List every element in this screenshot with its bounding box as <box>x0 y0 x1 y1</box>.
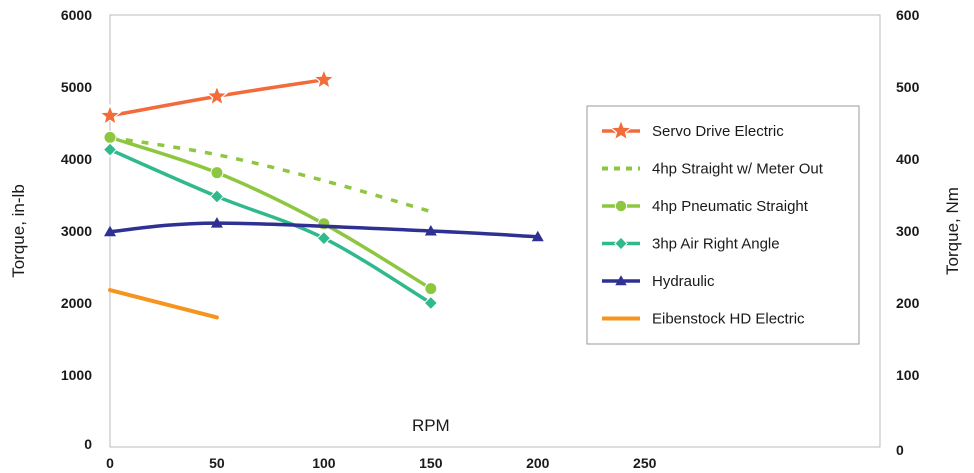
series-line <box>108 135 433 291</box>
y2-tick-label: 100 <box>896 367 920 383</box>
y-tick-label: 0 <box>84 436 92 452</box>
series-3 <box>102 142 439 311</box>
right-y-axis-ticks: 0 100 200 300 400 500 600 <box>896 7 920 458</box>
data-point-triangle <box>424 225 437 236</box>
data-point-star <box>312 67 336 90</box>
y-tick-label: 6000 <box>61 7 92 23</box>
series-1 <box>109 135 432 214</box>
legend-item: Servo Drive Electric <box>602 118 784 142</box>
data-point-triangle <box>104 225 116 237</box>
y-tick-label: 3000 <box>61 223 92 239</box>
series-line <box>108 221 540 239</box>
x-tick-label: 100 <box>312 455 336 471</box>
y2-tick-label: 600 <box>896 7 920 23</box>
data-point-circle <box>210 166 224 180</box>
x-tick-label: 150 <box>419 455 443 471</box>
x-tick-label: 200 <box>526 455 550 471</box>
y2-tick-label: 500 <box>896 79 920 95</box>
legend-label: 3hp Air Right Angle <box>652 236 780 253</box>
legend-label: Servo Drive Electric <box>652 123 784 140</box>
data-point-star <box>205 84 229 107</box>
legend-item: 4hp Pneumatic Straight <box>602 198 809 215</box>
left-y-axis-ticks: 0 1000 2000 3000 4000 5000 6000 <box>61 7 92 452</box>
series-5 <box>108 288 219 320</box>
data-point-circle <box>614 199 628 213</box>
y-tick-label: 4000 <box>61 151 92 167</box>
series-layer <box>98 67 544 320</box>
legend-box <box>586 105 860 345</box>
series-line <box>108 147 433 305</box>
series-4 <box>104 217 544 242</box>
legend-item: Eibenstock HD Electric <box>602 311 805 328</box>
data-point-star <box>98 103 122 126</box>
legend: Servo Drive Electric 4hp Straight w/ Mete… <box>586 105 860 345</box>
x-axis-label: RPM <box>412 416 450 435</box>
series-0 <box>98 67 336 126</box>
data-point-diamond <box>614 236 628 251</box>
data-point-triangle <box>531 230 544 242</box>
y2-tick-label: 400 <box>896 151 920 167</box>
data-point-circle <box>424 282 438 296</box>
series-line <box>109 135 432 214</box>
y-tick-label: 1000 <box>61 367 92 383</box>
data-point-triangle <box>615 275 627 286</box>
x-tick-label: 0 <box>106 455 114 471</box>
series-2 <box>103 130 438 296</box>
legend-item: 4hp Straight w/ Meter Out <box>602 161 824 178</box>
legend-label: Hydraulic <box>652 273 715 290</box>
legend-item: Hydraulic <box>602 273 715 290</box>
data-point-diamond <box>102 142 118 157</box>
y2-axis-label: Torque, Nm <box>943 187 962 275</box>
x-tick-label: 50 <box>209 455 225 471</box>
legend-item: 3hp Air Right Angle <box>602 236 780 253</box>
data-point-diamond <box>316 230 332 246</box>
data-point-triangle <box>210 217 223 228</box>
x-tick-label: 250 <box>633 455 657 471</box>
legend-label: 4hp Pneumatic Straight <box>652 198 809 215</box>
y2-tick-label: 0 <box>896 442 904 458</box>
x-axis-ticks: 0 50 100 150 200 250 <box>106 455 657 471</box>
legend-label: 4hp Straight w/ Meter Out <box>652 161 824 178</box>
legend-label: Eibenstock HD Electric <box>652 311 805 328</box>
data-point-diamond <box>423 295 439 311</box>
y-axis-label: Torque, in-lb <box>9 184 28 278</box>
data-point-circle <box>103 130 117 144</box>
y-tick-label: 5000 <box>61 79 92 95</box>
data-point-diamond <box>209 189 225 204</box>
y2-tick-label: 300 <box>896 223 920 239</box>
y-tick-label: 2000 <box>61 295 92 311</box>
series-line <box>108 288 219 320</box>
y2-tick-label: 200 <box>896 295 920 311</box>
data-point-star <box>608 118 634 142</box>
